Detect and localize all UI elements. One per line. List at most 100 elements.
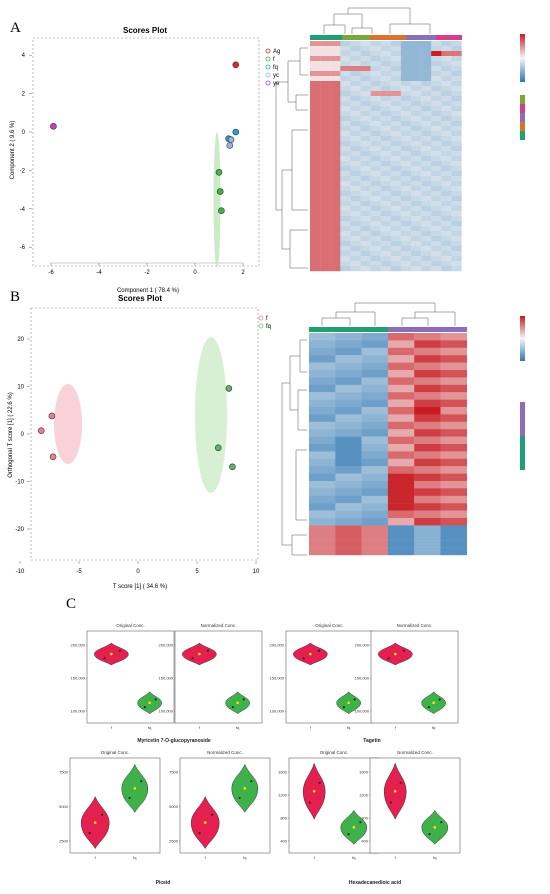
heatmap-a-cell [320, 116, 331, 122]
plsda-ytick-label: -2 [20, 168, 26, 174]
heatmap-a-cell [421, 96, 432, 102]
heatmap-a-cell [340, 181, 351, 187]
heatmap-a-cell [340, 256, 351, 262]
heatmap-a-cell [340, 176, 351, 182]
violin-sample-point [438, 698, 441, 701]
heatmap-a-cell [431, 231, 442, 237]
heatmap-a-cell [320, 236, 331, 242]
heatmap-a-cell [360, 206, 371, 212]
heatmap-a-cell [350, 201, 361, 207]
heatmap-b-cell [309, 488, 336, 496]
heatmap-a-cell [310, 146, 321, 152]
heatmap-a-cell [330, 91, 341, 97]
heatmap-a-cell [370, 246, 381, 252]
heatmap-a-cell [310, 141, 321, 147]
heatmap-a-cell [390, 261, 402, 267]
heatmap-a-cell [360, 201, 371, 207]
heatmap-a-cell [340, 126, 351, 132]
heatmap-b-cell [361, 525, 389, 533]
violin-sample-point [353, 698, 356, 701]
heatmap-a-cell [360, 116, 371, 122]
heatmap-a-cell [340, 171, 351, 177]
heatmap-a-cell [390, 166, 402, 172]
heatmap-a-cell [380, 236, 391, 242]
heatmap-a-cell [441, 226, 452, 232]
heatmap-a-cell [350, 91, 361, 97]
violin-sample-point [347, 833, 350, 836]
heatmap-a-cell [421, 101, 432, 107]
heatmap-a-cell [370, 211, 381, 217]
heatmap-a-cell [431, 266, 442, 272]
heatmap-a-key-1 [520, 95, 525, 104]
violin-xtick-label: f [310, 725, 312, 730]
heatmap-a-cell [441, 266, 452, 272]
heatmap-a-cell [390, 171, 402, 177]
heatmap-a-cell [421, 146, 432, 152]
heatmap-a-cell [380, 156, 391, 162]
heatmap-a-cell [330, 171, 341, 177]
heatmap-a-cell [320, 261, 331, 267]
heatmap-b-cell [309, 377, 336, 385]
plsda-ytick-label: -4 [20, 207, 26, 213]
heatmap-b-cell [309, 510, 336, 519]
heatmap-a-cell [380, 266, 391, 272]
heatmap-a-group-bar-1 [310, 35, 342, 40]
heatmap-b-cell [335, 414, 362, 422]
heatmap-a-cell [390, 66, 402, 72]
violin-ytick-label: 200,000 [270, 643, 285, 648]
violin-xtick-label: f [95, 855, 97, 860]
heatmap-a-cell [330, 241, 341, 247]
heatmap-a-cell [340, 216, 351, 222]
heatmap-b-cell [440, 333, 467, 341]
heatmap-b-cell [387, 399, 415, 408]
heatmap-a-cell [411, 66, 422, 72]
heatmap-a-cell [451, 91, 462, 97]
heatmap-a-cell [380, 221, 391, 227]
heatmap-a-cell [400, 216, 412, 222]
heatmap-b-cell [414, 495, 441, 504]
heatmap-a-cell [360, 166, 371, 172]
heatmap-a-cell [320, 216, 331, 222]
heatmap-b-cell [440, 421, 467, 430]
heatmap-a-cell [441, 91, 452, 97]
heatmap-a-cell [320, 106, 331, 112]
heatmap-b-cell [361, 347, 389, 356]
heatmap-a-cell [330, 211, 341, 217]
violin-compound-name: Piceid [156, 880, 171, 886]
plsda-legend-label: fq [273, 65, 278, 71]
heatmap-a-cell [330, 76, 341, 82]
plsda-legend-marker [265, 72, 271, 78]
heatmap-b-cell [414, 370, 441, 378]
heatmap-a-cell [320, 246, 331, 252]
heatmap-b-cell [335, 466, 362, 474]
heatmap-b-top-dendrogram [321, 302, 456, 326]
heatmap-a-key-2 [520, 104, 525, 113]
oplsda-point-f [37, 427, 45, 434]
heatmap-a-cell [360, 126, 371, 132]
heatmap-a-cell [421, 131, 432, 137]
heatmap-b-cell [361, 421, 389, 430]
heatmap-a-cell [340, 56, 351, 62]
heatmap-b-cell [309, 481, 336, 489]
heatmap-a-cell [330, 261, 341, 267]
heatmap-a-cell [431, 131, 442, 137]
heatmap-a-cell [431, 66, 442, 72]
heatmap-a-cell [330, 116, 341, 122]
heatmap-a-cell [350, 116, 361, 122]
violin-mean-point [309, 652, 312, 656]
heatmap-a-cell [421, 46, 432, 52]
heatmap-a-cell [370, 231, 381, 237]
violin-sample-point [387, 657, 390, 660]
heatmap-a-cell [380, 111, 391, 117]
heatmap-a-cell [370, 96, 381, 102]
heatmap-a-cell [390, 136, 402, 142]
heatmap-a-cell [350, 96, 361, 102]
plsda-point-f [218, 207, 225, 215]
heatmap-a-cell [360, 246, 371, 252]
heatmap-a-cell [421, 256, 432, 262]
heatmap-b-cell [387, 407, 415, 415]
heatmap-a-cell [441, 176, 452, 182]
heatmap-a-cell [400, 156, 412, 162]
heatmap-a-cell [340, 121, 351, 127]
heatmap-b-cell [309, 436, 336, 445]
